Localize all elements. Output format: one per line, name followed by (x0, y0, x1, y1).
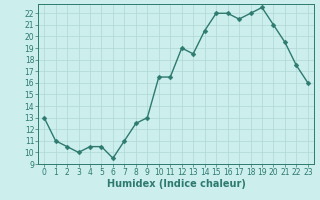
X-axis label: Humidex (Indice chaleur): Humidex (Indice chaleur) (107, 179, 245, 189)
